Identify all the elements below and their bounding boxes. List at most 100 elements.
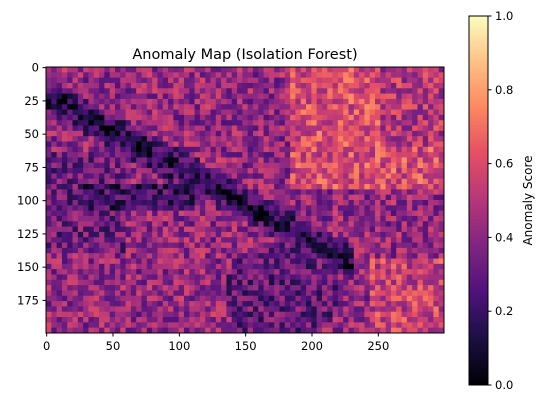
heatmap-cell (93, 93, 100, 100)
heatmap-cell (88, 258, 95, 265)
heatmap-cell (348, 77, 355, 84)
heatmap-cell (83, 104, 90, 111)
heatmap-cell (406, 184, 413, 190)
heatmap-cell (210, 258, 217, 265)
heatmap-cell (369, 253, 376, 260)
heatmap-cell (88, 237, 95, 244)
heatmap-cell (359, 152, 365, 159)
heatmap-cell (125, 184, 132, 190)
heatmap-cell (417, 221, 424, 228)
heatmap-cell (114, 301, 121, 307)
heatmap-cell (136, 146, 143, 153)
heatmap-cell (327, 317, 334, 323)
heatmap-cell (61, 200, 68, 206)
heatmap-cell (125, 210, 132, 217)
heatmap-cell (364, 221, 371, 228)
heatmap-cell (226, 67, 233, 73)
heatmap-cell (359, 317, 365, 323)
heatmap-cell (406, 152, 413, 159)
heatmap-cell (343, 120, 350, 127)
heatmap-cell (152, 77, 159, 84)
heatmap-cell (321, 136, 328, 143)
heatmap-cell (422, 253, 429, 260)
heatmap-cell (152, 279, 159, 286)
heatmap-cell (141, 226, 148, 233)
heatmap-cell (290, 141, 297, 148)
heatmap-cell (157, 157, 164, 164)
heatmap-cell (109, 226, 116, 233)
heatmap-cell (327, 237, 334, 244)
heatmap-cell (290, 231, 297, 238)
heatmap-cell (348, 274, 355, 281)
heatmap-cell (221, 327, 228, 333)
heatmap-cell (99, 231, 105, 238)
heatmap-cell (348, 210, 355, 217)
heatmap-cell (268, 82, 275, 89)
heatmap-cell (237, 77, 243, 84)
heatmap-cell (221, 77, 228, 84)
heatmap-cell (252, 226, 259, 233)
heatmap-cell (279, 141, 286, 148)
heatmap-cell (221, 98, 228, 105)
heatmap-cell (99, 269, 105, 276)
heatmap-cell (284, 285, 291, 292)
heatmap-cell (109, 67, 116, 73)
heatmap-cell (99, 279, 105, 286)
heatmap-cell (396, 184, 403, 190)
heatmap-cell (125, 226, 132, 233)
heatmap-cell (311, 285, 318, 292)
heatmap-cell (375, 210, 381, 217)
heatmap-cell (428, 258, 434, 265)
heatmap-cell (263, 295, 270, 302)
heatmap-cell (337, 258, 344, 265)
heatmap-cell (417, 141, 424, 148)
heatmap-cell (290, 210, 297, 217)
heatmap-cell (99, 253, 105, 260)
y-tick-label: 125 (17, 227, 39, 241)
heatmap-cell (157, 295, 164, 302)
heatmap-cell (173, 247, 180, 254)
heatmap-cell (316, 109, 323, 116)
heatmap-cell (157, 146, 164, 153)
heatmap-cell (321, 109, 328, 116)
heatmap-cell (152, 109, 159, 116)
heatmap-cell (284, 258, 291, 265)
heatmap-cell (210, 130, 217, 137)
heatmap-cell (46, 279, 52, 286)
heatmap-cell (210, 226, 217, 233)
heatmap-cell (412, 77, 419, 84)
heatmap-cell (385, 98, 392, 105)
heatmap-cell (247, 88, 254, 95)
heatmap-cell (99, 184, 105, 190)
heatmap-cell (375, 136, 381, 143)
heatmap-cell (215, 279, 222, 286)
heatmap-cell (369, 125, 376, 132)
heatmap-cell (300, 146, 307, 153)
heatmap-cell (385, 104, 392, 111)
heatmap-cell (380, 327, 387, 333)
heatmap-cell (205, 104, 212, 111)
heatmap-cell (210, 306, 217, 313)
heatmap-cell (274, 114, 281, 121)
heatmap-cell (433, 306, 440, 313)
heatmap-cell (258, 67, 265, 73)
heatmap-cell (157, 253, 164, 260)
heatmap-cell (152, 141, 159, 148)
heatmap-cell (46, 258, 52, 265)
heatmap-cell (136, 215, 143, 222)
heatmap-cell (247, 173, 254, 180)
heatmap-cell (114, 274, 121, 281)
heatmap-cell (210, 263, 217, 270)
heatmap-cell (205, 226, 212, 233)
heatmap-cell (263, 141, 270, 148)
heatmap-cell (194, 205, 201, 212)
heatmap-cell (136, 290, 143, 297)
heatmap-cell (316, 237, 323, 244)
heatmap-cell (380, 67, 387, 73)
heatmap-cell (417, 157, 424, 164)
heatmap-cell (141, 194, 148, 201)
heatmap-cell (300, 93, 307, 100)
heatmap-cell (242, 146, 249, 153)
heatmap-cell (316, 253, 323, 260)
heatmap-cell (93, 77, 100, 84)
